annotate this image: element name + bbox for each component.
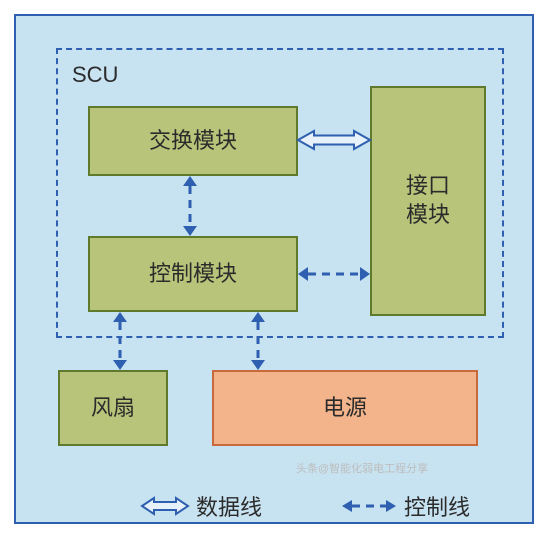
- block-interface: 接口 模块: [370, 86, 486, 316]
- legend-data-label: 数据线: [196, 490, 262, 522]
- legend-control-label: 控制线: [404, 490, 470, 522]
- watermark: 头条@智能化弱电工程分享: [296, 460, 428, 476]
- block-power: 电源: [212, 370, 478, 446]
- block-exchange: 交换模块: [88, 106, 298, 176]
- control-line-icon: [340, 494, 398, 518]
- diagram-canvas: SCU 交换模块控制模块接口 模块风扇电源数据线 控制线 头条@智能化弱电工程分享: [0, 0, 554, 542]
- legend-control: 控制线: [340, 490, 470, 522]
- block-control: 控制模块: [88, 236, 298, 312]
- scu-label: SCU: [72, 62, 118, 88]
- block-fan: 风扇: [58, 370, 168, 446]
- legend-data: 数据线: [140, 490, 262, 522]
- data-line-icon: [140, 494, 190, 518]
